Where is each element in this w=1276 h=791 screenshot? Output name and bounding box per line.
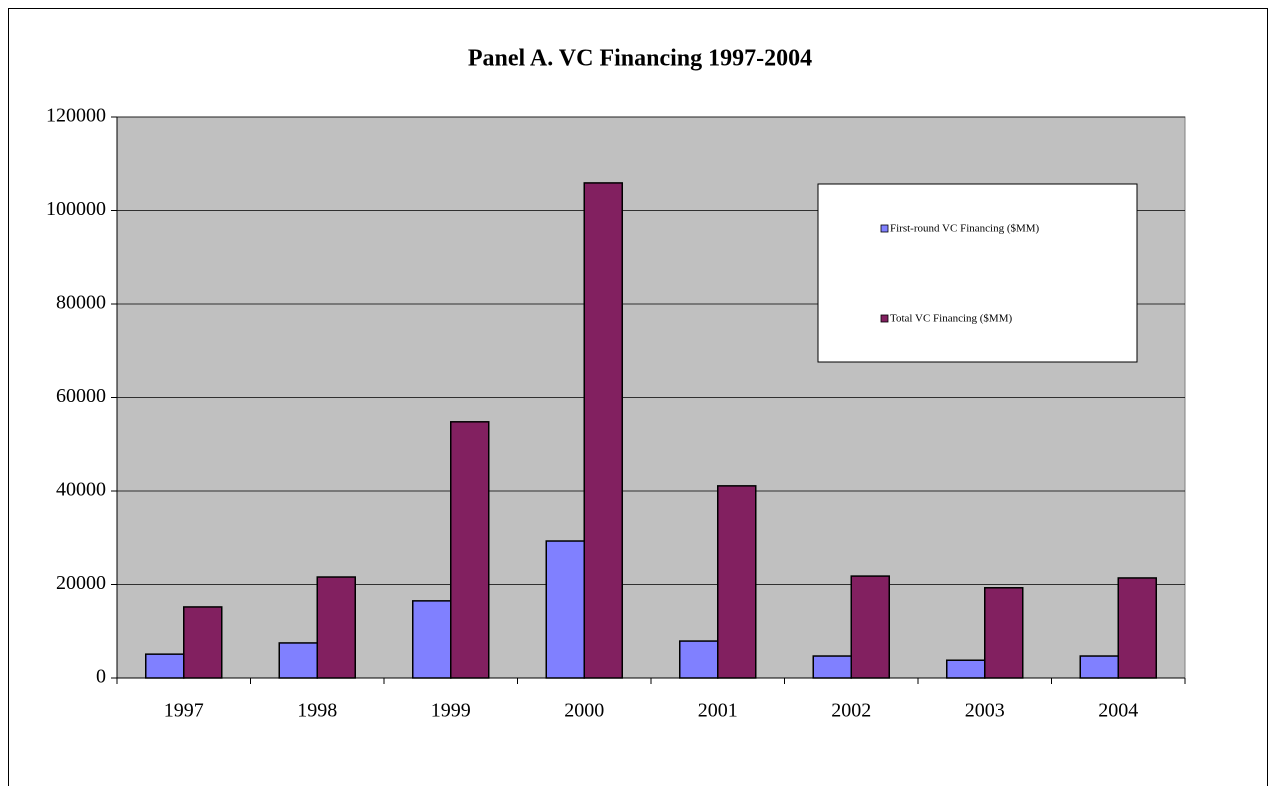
bar — [850, 575, 890, 679]
bar — [1079, 655, 1119, 679]
legend — [817, 183, 1138, 363]
bar — [1117, 577, 1157, 679]
y-tick-label: 60000 — [56, 385, 106, 407]
bar — [946, 659, 986, 679]
legend-label: Total VC Financing ($MM) — [890, 313, 1012, 325]
bar — [984, 587, 1024, 679]
chart-title: Panel A. VC Financing 1997-2004 — [468, 46, 812, 72]
x-tick-label: 2002 — [831, 700, 871, 722]
bars — [145, 182, 1157, 679]
bar — [412, 600, 452, 679]
bar — [583, 182, 623, 679]
bar — [812, 655, 852, 679]
y-tick-label: 40000 — [56, 479, 106, 501]
y-tick-label: 20000 — [56, 572, 106, 594]
bar — [145, 653, 185, 679]
bar — [316, 576, 356, 679]
y-tick-label: 100000 — [46, 198, 106, 220]
x-tick-label: 2003 — [965, 700, 1005, 722]
x-tick-label: 2000 — [564, 700, 604, 722]
bar — [545, 540, 585, 679]
bar — [278, 642, 318, 679]
x-tick-label: 1999 — [431, 700, 471, 722]
bar — [679, 640, 719, 679]
x-tick-label: 1997 — [164, 700, 204, 722]
y-tick-label: 120000 — [46, 105, 106, 127]
bar — [717, 485, 757, 679]
x-tick-label: 1998 — [297, 700, 337, 722]
x-tick-label: 2004 — [1098, 700, 1138, 722]
legend-label: First-round VC Financing ($MM) — [890, 223, 1040, 235]
bar — [183, 606, 223, 679]
legend-swatch — [880, 224, 889, 233]
bar — [450, 421, 490, 679]
x-tick-label: 2001 — [698, 700, 738, 722]
y-tick-label: 0 — [96, 666, 106, 688]
y-tick-label: 80000 — [56, 292, 106, 314]
legend-swatch — [880, 314, 889, 323]
